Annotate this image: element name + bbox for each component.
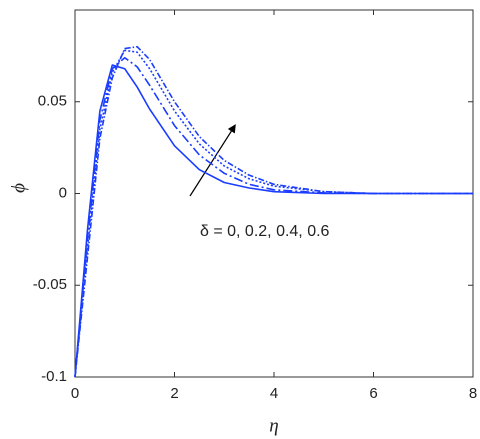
y-tick-label: 0	[59, 184, 67, 201]
annotation-arrow	[189, 124, 236, 197]
y-tick-label: 0.05	[38, 93, 67, 110]
x-tick-label: 6	[369, 385, 377, 402]
y-tick-label: -0.05	[33, 276, 67, 293]
annotation: δ = 0, 0.2, 0.4, 0.6	[200, 223, 330, 240]
x-axis-label: η	[269, 415, 278, 436]
y-tick-label: -0.1	[41, 368, 67, 385]
data-line	[74, 45, 473, 378]
x-tick-label: 2	[170, 385, 178, 402]
data-line	[74, 56, 473, 378]
x-tick-label: 0	[71, 385, 79, 402]
data-line	[74, 64, 473, 378]
y-axis-label: ϕ	[8, 183, 29, 193]
x-tick-label: 4	[270, 385, 278, 402]
x-tick-label: 8	[469, 385, 477, 402]
data-line	[74, 49, 473, 378]
